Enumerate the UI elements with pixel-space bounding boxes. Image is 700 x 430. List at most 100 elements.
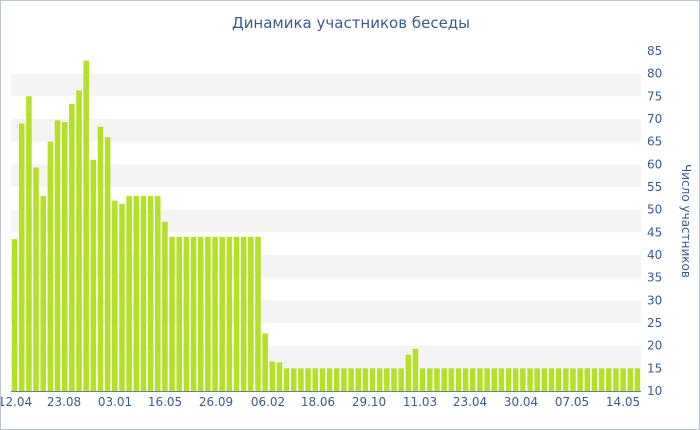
bar	[527, 368, 533, 391]
bar	[606, 368, 612, 391]
grid-bands	[11, 73, 641, 369]
bar	[169, 236, 175, 391]
bar	[577, 368, 583, 391]
bar	[212, 236, 218, 391]
bar	[448, 368, 455, 391]
x-tick-label: 12.04	[1, 395, 32, 409]
bar	[620, 368, 626, 391]
bar	[319, 368, 326, 391]
bar	[154, 196, 161, 391]
bar	[505, 368, 512, 391]
bar	[584, 368, 591, 391]
bar	[276, 362, 283, 391]
x-tick-label: 11.03	[403, 395, 437, 409]
bar	[119, 203, 125, 391]
grid-band	[11, 209, 641, 233]
bar	[133, 196, 140, 391]
x-tick-label: 30.04	[504, 395, 538, 409]
bar	[469, 368, 476, 391]
bar	[312, 368, 319, 391]
y-tick-label: 20	[647, 339, 662, 353]
bar	[563, 368, 569, 391]
bar	[355, 368, 361, 391]
y-tick-label: 45	[647, 225, 662, 239]
bar	[498, 368, 505, 391]
x-tick-label: 07.05	[555, 395, 589, 409]
y-tick-label: 15	[647, 361, 662, 375]
bar	[534, 368, 540, 391]
bar	[434, 368, 440, 391]
grid-band	[11, 73, 641, 97]
bar	[18, 123, 25, 391]
bar	[219, 236, 225, 391]
bar	[269, 361, 276, 391]
y-tick-label: 25	[647, 316, 662, 330]
y-tick-label: 55	[647, 180, 662, 194]
bar	[104, 137, 111, 391]
bar	[555, 368, 562, 391]
bar	[376, 368, 383, 391]
bar	[183, 236, 190, 391]
bar	[26, 96, 32, 391]
bar	[570, 368, 576, 391]
grid-band	[11, 300, 641, 323]
bar	[591, 368, 598, 391]
y-tick-label: 40	[647, 248, 662, 262]
bar	[405, 354, 412, 391]
bar	[90, 159, 97, 391]
grid-band	[11, 119, 641, 142]
bar	[634, 368, 641, 391]
bar	[627, 368, 634, 391]
grid-band	[11, 345, 641, 369]
bar	[97, 126, 104, 392]
bar-series	[11, 60, 641, 392]
x-tick-label: 18.06	[301, 395, 335, 409]
y-tick-label: 65	[647, 135, 662, 149]
bar	[69, 104, 75, 391]
bar	[233, 236, 240, 391]
y-tick-label: 75	[647, 89, 662, 103]
x-tick-label: 26.09	[199, 395, 233, 409]
bar	[477, 368, 483, 391]
bar	[291, 368, 297, 391]
bar	[613, 368, 619, 391]
bar	[298, 368, 304, 391]
x-tick-label: 03.01	[98, 395, 132, 409]
bar	[419, 368, 426, 391]
bar	[598, 368, 605, 391]
x-axis-ticks: 12.04 23.08 03.01 16.05 26.09 06.02 18.06 29.10…	[1, 395, 640, 409]
bar	[369, 368, 376, 391]
bar	[391, 368, 397, 391]
y-tick-label: 30	[647, 293, 662, 307]
bar	[398, 368, 404, 391]
y-axis-label: Число участников	[679, 164, 693, 278]
bar	[362, 368, 369, 391]
bar	[197, 236, 204, 391]
bar	[283, 368, 290, 391]
y-tick-label: 10	[647, 384, 662, 398]
grid-band	[11, 255, 641, 278]
bar	[520, 368, 526, 391]
bar	[333, 368, 340, 391]
bar	[240, 236, 247, 391]
bar	[112, 200, 118, 391]
bar	[427, 368, 433, 391]
bar	[462, 368, 469, 391]
bar	[248, 236, 254, 391]
y-tick-label: 35	[647, 271, 662, 285]
bar	[205, 236, 211, 391]
bar	[541, 368, 548, 391]
bar	[348, 368, 354, 391]
bar	[441, 368, 447, 391]
bar	[190, 236, 197, 391]
y-tick-label: 70	[647, 112, 662, 126]
bar	[33, 167, 39, 391]
bar	[147, 196, 154, 391]
bar	[491, 368, 498, 391]
chart-title: Динамика участников беседы	[232, 14, 470, 32]
bar	[305, 368, 311, 391]
bar	[140, 196, 147, 391]
x-tick-label: 29.10	[352, 395, 386, 409]
